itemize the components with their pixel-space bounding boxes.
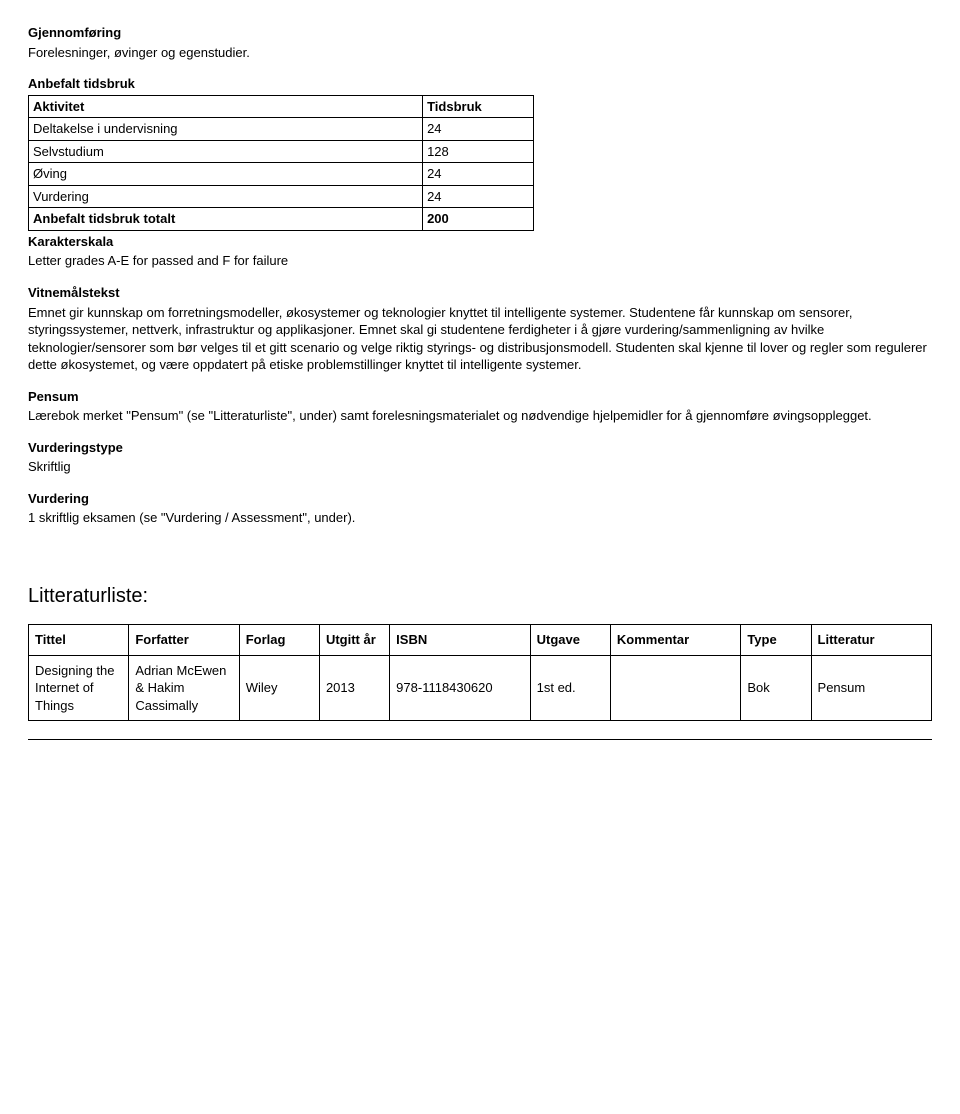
table-header-row: Tittel Forfatter Forlag Utgitt år ISBN U… <box>29 625 932 656</box>
col-litteratur: Litteratur <box>811 625 931 656</box>
gjennomforing-heading: Gjennomføring <box>28 24 932 42</box>
cell-type: Bok <box>741 655 811 721</box>
cell-utgave: 1st ed. <box>530 655 610 721</box>
cell-litteratur: Pensum <box>811 655 931 721</box>
vitnemal-text: Emnet gir kunnskap om forretningsmodelle… <box>28 304 932 374</box>
cell-forfatter: Adrian McEwen & Hakim Cassimally <box>129 655 239 721</box>
col-activity: Aktivitet <box>29 95 423 118</box>
col-forfatter: Forfatter <box>129 625 239 656</box>
cell-tittel: Designing the Internet of Things <box>29 655 129 721</box>
cell-forlag: Wiley <box>239 655 319 721</box>
row-value: 24 <box>423 118 534 141</box>
cell-isbn: 978-1118430620 <box>390 655 530 721</box>
col-forlag: Forlag <box>239 625 319 656</box>
karakterskala-heading: Karakterskala <box>28 233 932 251</box>
table-row: Øving 24 <box>29 163 534 186</box>
tidsbruk-table: Aktivitet Tidsbruk Deltakelse i undervis… <box>28 95 534 231</box>
bottom-divider <box>28 739 932 740</box>
row-label: Deltakelse i undervisning <box>29 118 423 141</box>
row-label: Anbefalt tidsbruk totalt <box>29 208 423 231</box>
table-row: Anbefalt tidsbruk totalt 200 <box>29 208 534 231</box>
litteratur-heading: Litteraturliste: <box>28 583 932 610</box>
col-ar: Utgitt år <box>319 625 389 656</box>
row-value: 24 <box>423 185 534 208</box>
col-utgave: Utgave <box>530 625 610 656</box>
row-value: 200 <box>423 208 534 231</box>
vurderingstype-section: Vurderingstype Skriftlig <box>28 439 932 476</box>
tidsbruk-section: Anbefalt tidsbruk Aktivitet Tidsbruk Del… <box>28 75 932 231</box>
col-isbn: ISBN <box>390 625 530 656</box>
karakterskala-text: Letter grades A-E for passed and F for f… <box>28 252 932 270</box>
row-label: Selvstudium <box>29 140 423 163</box>
pensum-text: Lærebok merket "Pensum" (se "Litteraturl… <box>28 407 932 425</box>
row-label: Vurdering <box>29 185 423 208</box>
tidsbruk-heading: Anbefalt tidsbruk <box>28 75 932 93</box>
col-kommentar: Kommentar <box>610 625 740 656</box>
vitnemal-heading: Vitnemålstekst <box>28 284 932 302</box>
table-row: Vurdering 24 <box>29 185 534 208</box>
vurdering-section: Vurdering 1 skriftlig eksamen (se "Vurde… <box>28 490 932 527</box>
table-row: Selvstudium 128 <box>29 140 534 163</box>
col-type: Type <box>741 625 811 656</box>
pensum-section: Pensum Lærebok merket "Pensum" (se "Litt… <box>28 388 932 425</box>
col-tittel: Tittel <box>29 625 129 656</box>
table-row: Designing the Internet of Things Adrian … <box>29 655 932 721</box>
vurderingstype-text: Skriftlig <box>28 458 932 476</box>
gjennomforing-section: Gjennomføring Forelesninger, øvinger og … <box>28 24 932 61</box>
table-header-row: Aktivitet Tidsbruk <box>29 95 534 118</box>
row-value: 128 <box>423 140 534 163</box>
col-time: Tidsbruk <box>423 95 534 118</box>
litteratur-table: Tittel Forfatter Forlag Utgitt år ISBN U… <box>28 624 932 721</box>
pensum-heading: Pensum <box>28 388 932 406</box>
row-label: Øving <box>29 163 423 186</box>
cell-ar: 2013 <box>319 655 389 721</box>
cell-kommentar <box>610 655 740 721</box>
vurderingstype-heading: Vurderingstype <box>28 439 932 457</box>
vitnemal-section: Vitnemålstekst Emnet gir kunnskap om for… <box>28 284 932 374</box>
vurdering-text: 1 skriftlig eksamen (se "Vurdering / Ass… <box>28 509 932 527</box>
vurdering-heading: Vurdering <box>28 490 932 508</box>
karakterskala-section: Karakterskala Letter grades A-E for pass… <box>28 233 932 270</box>
table-row: Deltakelse i undervisning 24 <box>29 118 534 141</box>
row-value: 24 <box>423 163 534 186</box>
gjennomforing-text: Forelesninger, øvinger og egenstudier. <box>28 44 932 62</box>
